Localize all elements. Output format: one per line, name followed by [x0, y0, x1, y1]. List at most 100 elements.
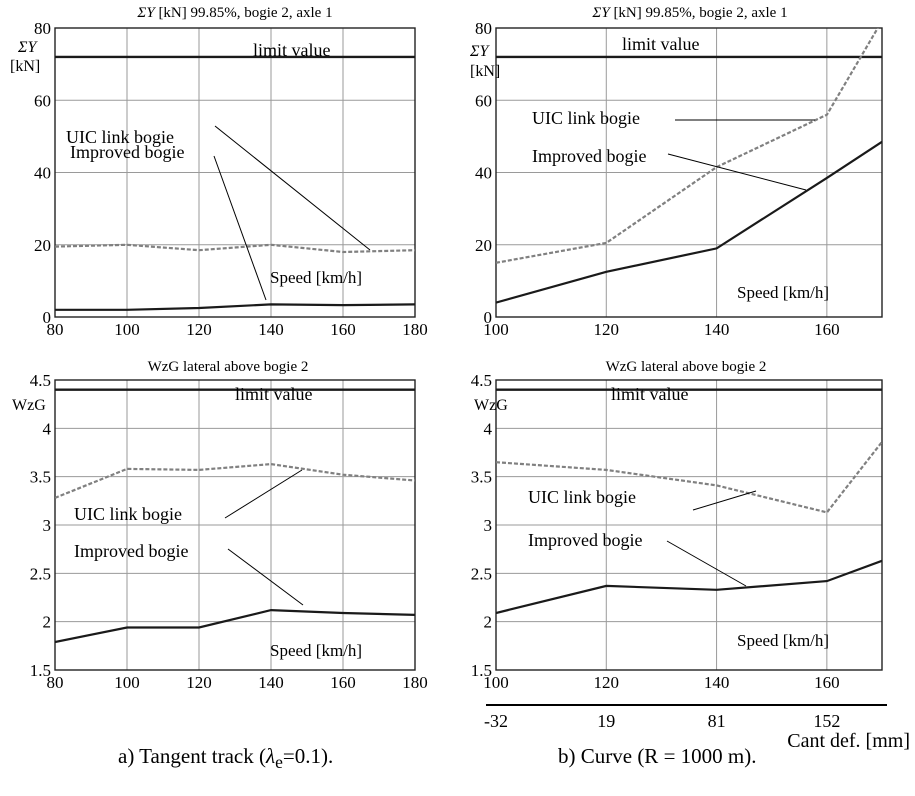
chart-title: WzG lateral above bogie 2 — [606, 359, 767, 375]
plot-frame — [54, 27, 416, 318]
series-label-pointer — [214, 125, 371, 251]
x-tick-label: 80 — [47, 673, 64, 692]
x-axis-label: Speed [km/h] — [270, 641, 362, 660]
x-tick-label: 160 — [814, 320, 840, 339]
y-tick-label: 40 — [34, 164, 51, 183]
x-axis-label: Speed [km/h] — [737, 283, 829, 302]
series-label-pointer — [224, 469, 303, 519]
y-tick-label: 60 — [475, 91, 492, 110]
y-tick-label: 3.5 — [30, 468, 51, 487]
chart-title: ΣY [kN] 99.85%, bogie 2, axle 1 — [591, 5, 787, 21]
x-tick-label: 180 — [402, 320, 428, 339]
x-tick-label: 100 — [483, 673, 509, 692]
caption-b: b) Curve (R = 1000 m). — [558, 744, 757, 768]
x-tick-label: 160 — [330, 320, 356, 339]
cant-tick-label: 152 — [813, 711, 840, 731]
x-tick-label: 100 — [483, 320, 509, 339]
y-tick-label: 4 — [484, 419, 493, 438]
limit-label: limit value — [622, 34, 699, 54]
series-label-pointer — [213, 155, 267, 301]
x-tick-label: 160 — [330, 673, 356, 692]
y-tick-label: 40 — [475, 164, 492, 183]
y-axis-label: [kN] — [470, 63, 500, 80]
y-tick-label: 0 — [484, 308, 493, 327]
series-label: Improved bogie — [532, 146, 646, 166]
y-tick-label: 4 — [43, 419, 52, 438]
plot-frame — [54, 379, 416, 671]
cant-tick-label: 81 — [708, 711, 726, 731]
x-tick-label: 160 — [814, 673, 840, 692]
caption-a: a) Tangent track (λe=0.1). — [118, 744, 334, 773]
series-line-uic-link-bogie — [55, 462, 415, 499]
limit-label: limit value — [253, 40, 330, 60]
series-label-pointer — [667, 153, 807, 191]
series-label-pointer — [666, 540, 747, 587]
y-tick-label: 2.5 — [471, 564, 492, 583]
x-tick-label: 120 — [594, 673, 620, 692]
x-axis-label: Speed [km/h] — [270, 268, 362, 287]
y-tick-label: 60 — [34, 91, 51, 110]
limit-label: limit value — [235, 384, 312, 404]
x-tick-label: 140 — [704, 320, 730, 339]
y-axis-label: WzG — [12, 397, 46, 414]
y-tick-label: 2.5 — [30, 564, 51, 583]
y-tick-label: 0 — [43, 308, 52, 327]
series-line-improved-bogie — [55, 303, 415, 311]
chart-a2: 1.5 2 2.5 3 3.5 4 4.5 80 100 120 140 160 180 WzG late… — [12, 359, 428, 692]
series-line-improved-bogie — [496, 140, 882, 304]
x-tick-label: 140 — [258, 673, 284, 692]
series-line-uic-link-bogie — [55, 243, 415, 254]
y-tick-label: 80 — [34, 19, 51, 38]
chart-b1: 0 20 40 60 80 100 120 140 160 ΣY [kN] 99.85%, bog… — [469, 5, 883, 339]
x-tick-label: 120 — [186, 673, 212, 692]
x-tick-label: 140 — [704, 673, 730, 692]
y-axis-label: ΣY — [17, 39, 39, 56]
y-tick-label: 3 — [484, 516, 493, 535]
limit-label: limit value — [611, 384, 688, 404]
y-tick-label: 1.5 — [30, 661, 51, 680]
y-tick-label: 4.5 — [471, 371, 492, 390]
series-label: Improved bogie — [74, 541, 188, 561]
y-tick-label: 20 — [34, 236, 51, 255]
series-label: UIC link bogie — [528, 487, 636, 507]
y-tick-label: 2 — [43, 613, 52, 632]
x-tick-label: 80 — [47, 320, 64, 339]
y-tick-label: 1.5 — [471, 661, 492, 680]
cant-tick-label: 19 — [597, 711, 615, 731]
y-tick-label: 2 — [484, 613, 493, 632]
series-line-uic-link-bogie — [496, 441, 882, 514]
y-axis-label: ΣY — [469, 43, 491, 60]
x-tick-label: 180 — [402, 673, 428, 692]
series-label: UIC link bogie — [74, 504, 182, 524]
plot-frame — [495, 27, 883, 318]
chart-title: WzG lateral above bogie 2 — [148, 359, 309, 375]
y-tick-label: 3.5 — [471, 468, 492, 487]
series-label: Improved bogie — [528, 530, 642, 550]
cant-axis-label: Cant def. [mm] — [787, 730, 910, 752]
chart-title: ΣY [kN] 99.85%, bogie 2, axle 1 — [136, 5, 332, 21]
series-label: UIC link bogie — [532, 108, 640, 128]
x-tick-label: 120 — [594, 320, 620, 339]
y-tick-label: 4.5 — [30, 371, 51, 390]
x-tick-label: 100 — [114, 673, 140, 692]
series-label-pointer — [227, 548, 304, 606]
y-axis-label: [kN] — [10, 58, 40, 75]
x-axis-label: Speed [km/h] — [737, 631, 829, 650]
series-line-improved-bogie — [55, 608, 415, 644]
series-label: Improved bogie — [70, 142, 184, 162]
x-tick-label: 120 — [186, 320, 212, 339]
cant-tick-label: -32 — [484, 711, 508, 731]
y-tick-label: 20 — [475, 236, 492, 255]
series-line-uic-link-bogie — [496, 28, 880, 264]
x-tick-label: 100 — [114, 320, 140, 339]
series-label-pointer — [692, 490, 757, 511]
chart-a1: 0 20 40 60 80 80 100 120 140 160 180 ΣY [kN] 99.85%… — [10, 5, 428, 339]
series-line-improved-bogie — [496, 559, 882, 615]
y-axis-label: WzG — [474, 397, 508, 414]
y-tick-label: 3 — [43, 516, 52, 535]
series-label: UIC link bogie — [66, 127, 174, 147]
plot-frame — [495, 379, 883, 671]
y-tick-label: 80 — [475, 19, 492, 38]
chart-b2: 1.5 2 2.5 3 3.5 4 4.5 100 120 140 160 WzG lateral a… — [471, 359, 910, 752]
